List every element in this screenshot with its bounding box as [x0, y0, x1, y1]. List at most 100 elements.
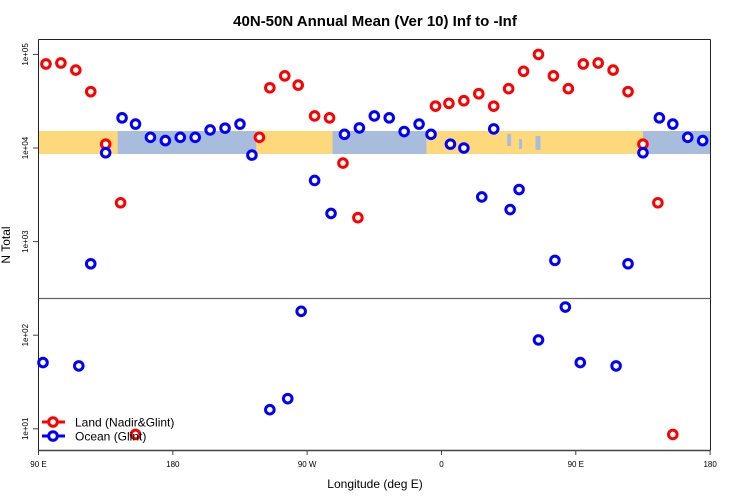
land-point [443, 97, 455, 110]
map-ocean-segment [117, 131, 257, 154]
land-point [502, 82, 515, 95]
legend-label-ocean: Ocean (Glint) [75, 430, 146, 444]
ocean-point [159, 134, 172, 147]
ocean-point [574, 356, 587, 369]
ocean-point [116, 112, 128, 124]
ocean-point [425, 128, 437, 141]
x-tick-label: 180 [166, 460, 180, 469]
land-point [562, 82, 575, 95]
y-axis-label: N Total [0, 226, 13, 263]
land-point [517, 65, 530, 78]
ocean-point [681, 131, 694, 144]
ocean-point [622, 257, 634, 270]
land-point [308, 110, 321, 122]
plot-frame [38, 39, 711, 452]
ocean-point [413, 118, 425, 130]
ocean-point [84, 257, 97, 270]
legend-item-land: Land (Nadir&Glint) [42, 416, 174, 430]
y-tick-label: 1e+04 [21, 136, 30, 159]
ocean-point [637, 146, 649, 159]
land-point [352, 211, 364, 224]
ocean-point [513, 183, 525, 196]
x-tick-label: 90 W [298, 460, 317, 469]
x-tick-label: 0 [439, 460, 444, 469]
ocean-point [99, 146, 112, 159]
land-point [114, 196, 127, 209]
ocean-point [325, 207, 337, 220]
land-point [487, 100, 500, 112]
ocean-point [696, 134, 709, 147]
y-tick-label: 1e+02 [21, 323, 30, 346]
land-point [652, 196, 664, 209]
map-strip [38, 131, 711, 154]
map-ocean-segment [519, 139, 523, 149]
ocean-point [487, 123, 500, 135]
map-ocean-segment [535, 136, 541, 150]
ocean-point [549, 254, 561, 267]
land-point [472, 87, 485, 100]
ocean-point [281, 392, 294, 405]
legend-label-land: Land (Nadir&Glint) [75, 416, 174, 430]
ocean-point [129, 118, 142, 130]
y-ticks: 1e+05 1e+04 1e+03 1e+02 1e+01 [21, 43, 39, 440]
land-point [84, 85, 97, 98]
land-point [532, 48, 545, 61]
land-point [607, 64, 619, 76]
data-points [37, 48, 709, 441]
chart-title: 40N-50N Annual Mean (Ver 10) Inf to -Inf [233, 13, 518, 30]
x-axis-label: Longitude (deg E) [327, 477, 422, 491]
ocean-point [444, 138, 457, 150]
y-tick-label: 1e+03 [21, 230, 30, 253]
ocean-point [338, 128, 351, 141]
land-point [622, 85, 634, 98]
ocean-point [504, 203, 516, 216]
land-point [667, 428, 679, 441]
ocean-point [475, 191, 488, 203]
land-point [592, 57, 604, 69]
legend: Land (Nadir&Glint) Ocean (Glint) [42, 416, 174, 444]
map-land-segment [38, 131, 118, 154]
land-point [429, 100, 442, 112]
land-point [292, 79, 304, 91]
map-land-segment [426, 131, 643, 154]
land-point [278, 70, 291, 82]
land-point [577, 58, 590, 70]
ocean-point [144, 131, 157, 144]
map-land-segment [256, 131, 333, 154]
land-point [253, 131, 266, 144]
ocean-point [219, 122, 231, 134]
ocean-point [383, 112, 396, 124]
ocean-point [72, 360, 85, 372]
legend-item-ocean: Ocean (Glint) [42, 430, 146, 444]
ocean-point [653, 112, 666, 124]
ocean-point [353, 122, 366, 134]
ocean-point [37, 356, 49, 369]
ocean-point [308, 174, 321, 187]
x-ticks: 90 E 180 90 W 0 90 E 180 [30, 450, 717, 469]
land-point [264, 81, 276, 94]
land-point [547, 70, 560, 82]
land-point [70, 64, 82, 76]
ocean-point [189, 131, 202, 144]
land-point [40, 58, 52, 70]
ocean-point [398, 125, 410, 138]
map-ocean-segment [507, 134, 512, 146]
ocean-point [295, 305, 307, 318]
ocean-point [559, 301, 572, 313]
ocean-point [204, 124, 216, 136]
ocean-point [667, 118, 679, 130]
y-tick-label: 1e+01 [21, 417, 30, 440]
ocean-point [264, 403, 276, 416]
ocean-point [174, 131, 187, 144]
ocean-point [246, 149, 258, 161]
legend-marker-land [47, 416, 59, 428]
land-point [55, 57, 67, 69]
x-tick-label: 90 E [30, 460, 46, 469]
ocean-point [610, 360, 622, 372]
land-point [129, 428, 142, 441]
ocean-point [234, 118, 246, 130]
legend-marker-ocean [47, 430, 59, 442]
x-tick-label: 90 E [568, 460, 584, 469]
x-tick-label: 180 [703, 460, 717, 469]
